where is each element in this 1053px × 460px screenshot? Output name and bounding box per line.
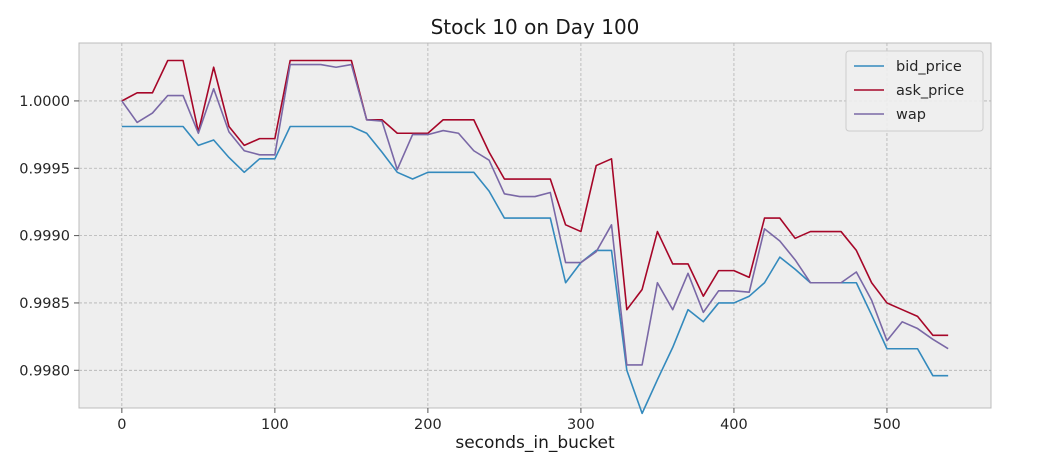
x-tick-label: 200 — [414, 417, 442, 433]
x-axis-label: seconds_in_bucket — [455, 433, 615, 453]
x-tick-label: 500 — [873, 417, 901, 433]
plot-area — [78, 42, 992, 409]
chart-title: Stock 10 on Day 100 — [431, 15, 640, 39]
y-tick-label: 0.9995 — [19, 161, 70, 177]
legend-label-wap: wap — [896, 107, 926, 123]
series-group — [121, 59, 949, 415]
x-tick-label: 0 — [117, 417, 126, 433]
y-tick-label: 0.9990 — [19, 229, 70, 245]
legend-label-bid_price: bid_price — [896, 59, 962, 75]
x-tick-label: 400 — [720, 417, 748, 433]
x-tick-label: 100 — [261, 417, 289, 433]
grid — [79, 43, 991, 408]
y-tick-label: 1.0000 — [19, 94, 70, 110]
series-line-wap — [121, 63, 949, 366]
axes: 0 100 200 300 400 500 0.9980 0.9985 0.9990 0.9995… — [19, 94, 901, 433]
series-line-ask_price — [121, 59, 949, 337]
x-tick-label: 300 — [567, 417, 595, 433]
y-tick-label: 0.9985 — [19, 296, 70, 312]
legend-box — [845, 50, 984, 132]
y-tick-label: 0.9980 — [19, 363, 70, 379]
legend-label-ask_price: ask_price — [896, 83, 964, 99]
